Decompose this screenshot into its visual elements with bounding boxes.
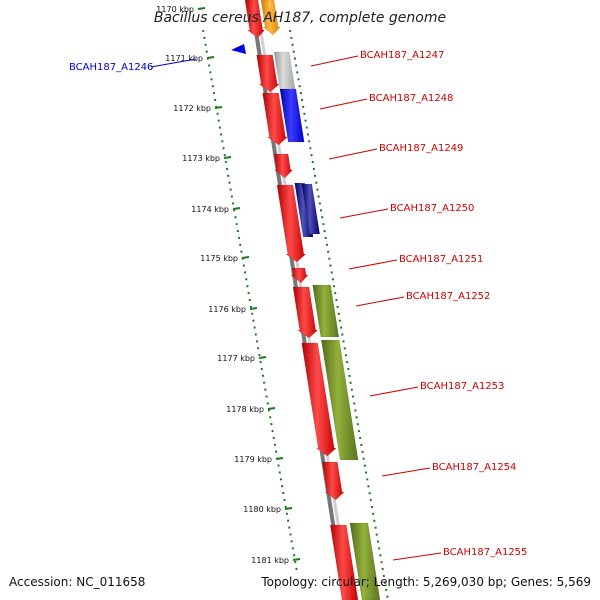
scale-tick bbox=[267, 407, 276, 410]
gene-leader-line bbox=[328, 148, 378, 160]
scale-tick bbox=[197, 7, 206, 10]
scale-tick bbox=[232, 207, 241, 210]
gene-label[interactable]: BCAH187_A1251 bbox=[399, 254, 483, 265]
scale-tick-label: 1174 kbp bbox=[191, 205, 229, 214]
gene-labels: BCAH187_A1247 BCAH187_A1248 BCAH187_A1249 B… bbox=[310, 50, 527, 561]
gene-label[interactable]: BCAH187_A1254 bbox=[432, 462, 516, 473]
scale-tick-label: 1178 kbp bbox=[226, 405, 264, 414]
gene-feature[interactable] bbox=[276, 184, 307, 263]
gene-label[interactable]: BCAH187_A1252 bbox=[406, 291, 490, 302]
gene-feature[interactable] bbox=[330, 524, 359, 600]
gene-track bbox=[244, 0, 381, 600]
scale-tick-label: 1173 kbp bbox=[182, 154, 220, 163]
gene-label[interactable]: BCAH187_A1253 bbox=[420, 381, 504, 392]
gene-leader-line bbox=[339, 208, 389, 219]
focus-gene-label[interactable]: BCAH187_A1246 bbox=[69, 62, 153, 73]
focus-gene-leader bbox=[150, 58, 197, 68]
scale-tick-label: 1172 kbp bbox=[173, 104, 211, 113]
scale-tick-label: 1177 kbp bbox=[217, 354, 255, 363]
scale-tick bbox=[284, 507, 293, 510]
gene-feature[interactable] bbox=[244, 0, 266, 39]
focus-gene-arrow[interactable] bbox=[231, 44, 246, 54]
scale-line bbox=[202, 29, 298, 573]
scale-tick-label: 1176 kbp bbox=[208, 305, 246, 314]
gene-feature[interactable] bbox=[301, 342, 337, 457]
gene-feature[interactable] bbox=[260, 0, 281, 36]
gene-leader-line bbox=[369, 386, 419, 397]
scale-ticks: 1170 kbp 1171 kbp 1172 kbp 1173 kbp 1174 kbp… bbox=[156, 5, 301, 565]
scale-tick-label: 1179 kbp bbox=[234, 455, 272, 464]
accession-label: Accession: NC_011658 bbox=[9, 575, 145, 589]
scale-tick-label: 1171 kbp bbox=[165, 54, 203, 63]
gene-feature[interactable] bbox=[312, 284, 340, 338]
gene-feature[interactable] bbox=[256, 54, 280, 93]
gene-feature[interactable] bbox=[322, 461, 345, 501]
scale-tick bbox=[249, 307, 258, 310]
gene-label[interactable]: BCAH187_A1248 bbox=[369, 93, 453, 104]
scale-tick-label: 1181 kbp bbox=[251, 556, 289, 565]
scale-tick bbox=[214, 106, 223, 109]
gene-leader-line bbox=[381, 467, 431, 477]
gene-leader-line bbox=[348, 259, 398, 270]
gene-feature[interactable] bbox=[262, 92, 289, 146]
scale-tick bbox=[241, 256, 250, 259]
gene-feature[interactable] bbox=[349, 522, 381, 600]
scale-tick bbox=[206, 56, 215, 59]
gene-label[interactable]: BCAH187_A1249 bbox=[379, 143, 463, 154]
gene-leader-line bbox=[319, 98, 368, 110]
scale-tick bbox=[223, 156, 232, 159]
scale-tick bbox=[258, 356, 267, 359]
gene-feature[interactable] bbox=[290, 267, 309, 284]
gene-leader-line bbox=[392, 552, 442, 561]
gene-leader-line bbox=[310, 55, 359, 67]
scale-tick bbox=[275, 457, 284, 460]
gene-feature[interactable] bbox=[273, 153, 294, 179]
gene-label[interactable]: BCAH187_A1247 bbox=[360, 50, 444, 61]
scale-tick-label: 1175 kbp bbox=[200, 254, 238, 263]
genome-summary: Topology: circular; Length: 5,269,030 bp… bbox=[260, 575, 591, 589]
gene-label[interactable]: BCAH187_A1255 bbox=[443, 547, 527, 558]
scale-tick bbox=[292, 558, 301, 561]
scale-tick-label: 1180 kbp bbox=[243, 505, 281, 514]
gene-label[interactable]: BCAH187_A1250 bbox=[390, 203, 474, 214]
gene-feature[interactable] bbox=[321, 339, 359, 461]
scale-tick-label: 1170 kbp bbox=[156, 5, 194, 14]
gene-feature[interactable] bbox=[301, 183, 320, 235]
map-title: Bacillus cereus AH187, complete genome bbox=[154, 10, 446, 26]
gene-feature[interactable] bbox=[279, 88, 305, 143]
gene-leader-line bbox=[355, 296, 405, 307]
gene-feature[interactable] bbox=[292, 286, 319, 339]
